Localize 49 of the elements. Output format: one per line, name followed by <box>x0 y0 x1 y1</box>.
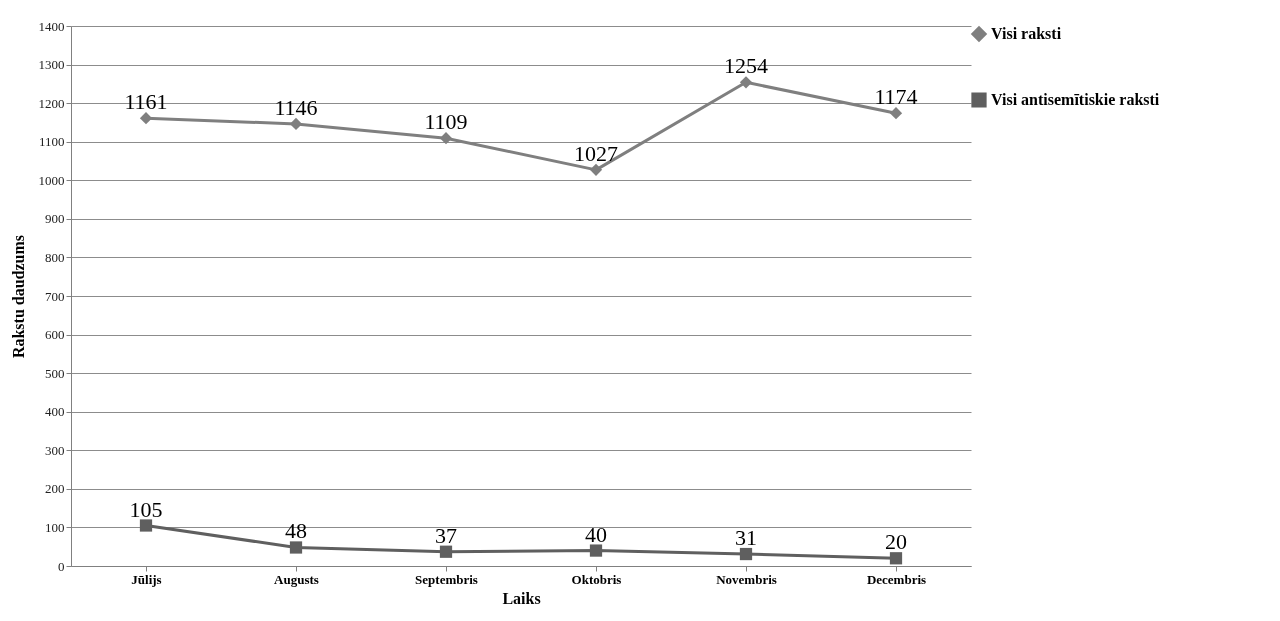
point <box>439 132 453 145</box>
y-tick-label: 200 <box>45 481 65 497</box>
x-tick-label: Novembris <box>716 571 777 587</box>
y-tick-label: 1300 <box>38 57 65 73</box>
data-label: 105 <box>129 496 163 522</box>
x-tick-label: Oktobris <box>571 571 622 587</box>
y-tick-label: 500 <box>45 365 65 381</box>
data-label: 37 <box>435 522 457 548</box>
data-label: 48 <box>285 518 307 544</box>
point <box>289 541 303 554</box>
data-label: 1109 <box>424 109 468 135</box>
y-tick-label: 900 <box>45 211 65 227</box>
data-label: 1174 <box>874 84 918 110</box>
y-tick-label: 1400 <box>38 18 65 34</box>
x-tick-label: Augusts <box>274 571 319 587</box>
y-tick-label: 400 <box>45 404 65 420</box>
x-tick-label: Jūlijs <box>131 571 162 587</box>
y-tick-label: 300 <box>45 442 65 458</box>
x-axis-title: Laiks <box>502 589 541 607</box>
y-tick-label: 600 <box>45 327 65 343</box>
y-tick-label: 1000 <box>38 172 65 188</box>
data-label: 1161 <box>124 89 168 115</box>
point <box>439 545 453 558</box>
data-label: 1146 <box>274 94 318 120</box>
data-label: 31 <box>735 525 757 551</box>
point <box>739 547 753 561</box>
data-label: 1254 <box>724 53 768 79</box>
point <box>589 163 603 176</box>
y-axis-title: Rakstu daudzums <box>9 234 27 359</box>
y-tick-label: 800 <box>45 249 65 265</box>
point <box>889 552 903 565</box>
y-tick-label: 0 <box>58 558 65 574</box>
point <box>289 117 303 131</box>
data-label: 40 <box>585 521 607 547</box>
legend-label: Visi antisemītiskie raksti <box>991 91 1160 108</box>
point <box>139 519 153 532</box>
y-tick-label: 700 <box>45 288 65 304</box>
data-label: 20 <box>885 529 907 555</box>
y-tick-label: 1100 <box>38 134 65 150</box>
y-tick-label: 100 <box>45 519 65 535</box>
y-tick-label: 1200 <box>38 95 65 111</box>
point <box>739 76 753 89</box>
legend-label: Visi raksti <box>991 25 1062 42</box>
x-tick-label: Septembris <box>415 571 478 587</box>
x-tick-label: Decembris <box>866 571 927 587</box>
point <box>139 112 153 125</box>
point <box>889 107 903 120</box>
data-label: 1027 <box>574 140 618 166</box>
point <box>589 544 603 557</box>
